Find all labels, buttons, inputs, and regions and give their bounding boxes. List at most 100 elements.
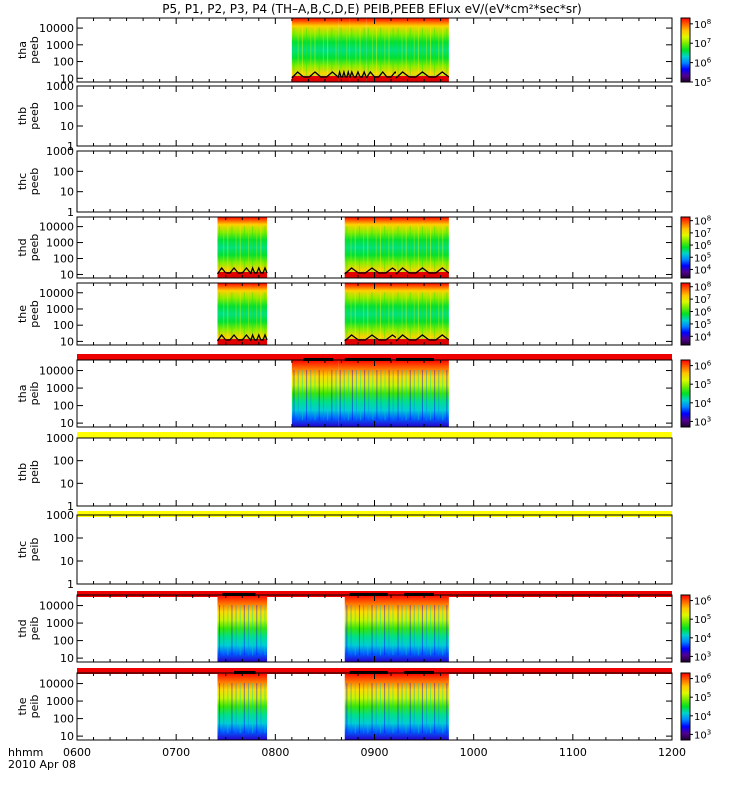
spectrogram-block [338, 18, 350, 82]
y-axis-label: thc [16, 173, 29, 190]
y-axis-label: peib [28, 617, 41, 641]
y-tick-label: 10 [60, 72, 74, 85]
time-axis: 0600 0700 0800 0900 1000 1100 1200 [63, 746, 686, 759]
colorbar-label: 107 [694, 293, 711, 306]
spectrogram-block [338, 360, 400, 427]
y-tick-label: 1000 [46, 509, 74, 522]
colorbar-scale [680, 282, 691, 346]
y-tick-label: 100 [53, 532, 74, 545]
y-tick-label: 100 [53, 253, 74, 266]
y-tick-label: 100 [53, 100, 74, 113]
y-tick-label: 1000 [46, 432, 74, 445]
y-tick-label: 10 [60, 268, 74, 281]
colorbar-label: 108 [694, 18, 711, 31]
panel-thc-peeb: 1 10 100 1000 thc peeb [16, 145, 673, 219]
y-tick-label: 10 [60, 730, 74, 743]
colorbar-label: 104 [694, 263, 712, 276]
colorbar-scale [680, 216, 691, 279]
y-tick-label: 100 [53, 455, 74, 468]
y-tick-label: 10 [60, 120, 74, 133]
y-tick-label: 10 [60, 555, 74, 568]
y-tick-label: 10 [60, 335, 74, 348]
potential-trace [344, 267, 400, 275]
spectrogram-block [344, 595, 400, 662]
spectrogram-block [349, 18, 367, 82]
y-tick-label: 100 [53, 713, 74, 726]
y-axis-label: thd [16, 238, 29, 256]
colorbar-scale [680, 17, 691, 83]
y-axis-label: thb [16, 463, 29, 481]
potential-trace [216, 333, 252, 342]
y-axis-label: peib [28, 382, 41, 406]
low-energy-band [291, 76, 339, 82]
spectrogram-block [217, 595, 268, 662]
colorbar-scale [680, 359, 691, 428]
y-tick-label: 10 [60, 417, 74, 430]
low-energy-band [366, 76, 400, 82]
y-axis-label: peeb [28, 300, 41, 328]
colorbar: 103 104 105 106 [680, 672, 712, 741]
colorbar: 105 106 107 108 [680, 17, 712, 89]
colorbar-label: 104 [694, 397, 712, 410]
potential-trace [365, 70, 400, 79]
spectrogram-block [217, 673, 268, 740]
time-tick-label: 0900 [361, 746, 389, 759]
status-bar-tha-peib [77, 354, 672, 360]
potential-trace [349, 70, 367, 79]
y-tick-label: 10 [60, 186, 74, 199]
time-tick-label: 0700 [162, 746, 190, 759]
y-tick-label: 1000 [46, 695, 74, 708]
y-axis-label: peeb [28, 102, 41, 130]
y-axis-label: peib [28, 538, 41, 562]
spectrogram-block [395, 595, 449, 662]
y-tick-label: 1 [67, 140, 74, 153]
y-tick-label: 1000 [46, 382, 74, 395]
colorbar-label: 105 [694, 76, 711, 89]
potential-trace [249, 333, 268, 342]
potential-trace [344, 334, 400, 342]
colorbar-label: 103 [694, 415, 711, 428]
y-tick-label: 100 [53, 400, 74, 413]
panel-frame [76, 150, 673, 213]
y-axis-label: the [16, 305, 29, 323]
y-tick-label: 1000 [46, 145, 74, 158]
y-axis-label: peeb [28, 234, 41, 262]
y-axis-label: tha [16, 384, 29, 402]
panel-thc-peib: 1 10 100 1000 thc peib [16, 509, 673, 591]
colorbar: 103 104 105 106 [680, 359, 712, 428]
y-tick-label: 10000 [39, 678, 74, 691]
low-energy-band [395, 76, 449, 82]
y-tick-label: 1000 [46, 80, 74, 93]
panel-tha-peib: 10 100 1000 10000 tha peib 103 104 105 106 [16, 354, 712, 430]
y-tick-label: 100 [53, 635, 74, 648]
spectrogram-block [250, 217, 268, 278]
colorbar-label: 107 [694, 37, 711, 50]
colorbar-label: 106 [694, 57, 712, 70]
colorbar-label: 106 [694, 595, 712, 608]
time-axis-label: hhmm [8, 746, 43, 759]
y-axis-label: the [16, 697, 29, 715]
panel-frame [76, 514, 673, 585]
low-energy-band [217, 339, 251, 345]
panel-the-peib: 10 100 1000 10000 the peib 103 104 105 106 [16, 668, 712, 743]
colorbar-label: 105 [694, 318, 711, 331]
y-tick-label: 10000 [39, 600, 74, 613]
y-axis-label: peeb [28, 36, 41, 64]
y-axis-label: peeb [28, 168, 41, 196]
colorbar-label: 105 [694, 251, 711, 264]
y-tick-label: 1 [67, 578, 74, 591]
potential-trace [395, 71, 450, 79]
y-axis-label: thd [16, 619, 29, 637]
y-tick-label: 1000 [46, 617, 74, 630]
panel-tha-peeb: 10 100 1000 10000 tha peeb 105 106 107 108 [16, 17, 712, 89]
colorbar-label: 105 [694, 691, 711, 704]
time-tick-label: 0800 [261, 746, 289, 759]
colorbar-label: 104 [694, 632, 712, 645]
y-axis-label: thb [16, 107, 29, 125]
colorbar-label: 104 [694, 710, 712, 723]
colorbar-label: 103 [694, 728, 711, 741]
